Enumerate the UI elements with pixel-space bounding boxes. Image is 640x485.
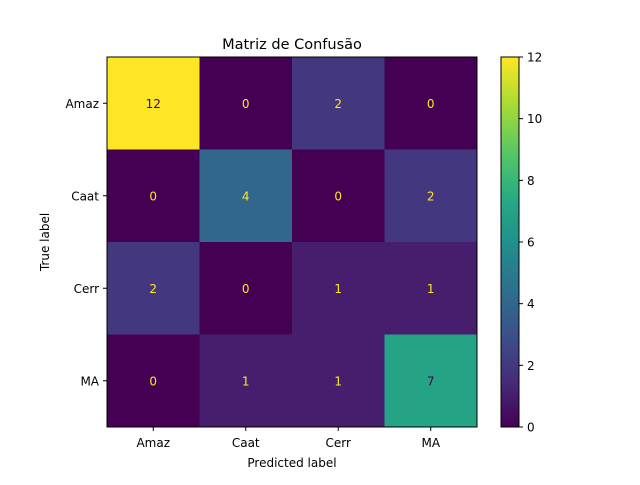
cell-value-label: 1 [334,374,342,388]
x-tick-label: Amaz [136,436,170,450]
colorbar-tick-label: 2 [527,359,535,373]
cell-value-label: 1 [427,282,435,296]
y-tick-label: MA [80,374,99,388]
cell-value-label: 1 [242,374,250,388]
cell-value-label: 2 [427,189,435,203]
plot-frame [106,56,478,428]
cell-value-label: 1 [334,282,342,296]
cell-value-label: 12 [146,97,161,111]
heatmap-cell [107,57,200,150]
y-axis: Amaz Caat Cerr MA [65,97,107,388]
y-tick-label: Caat [71,189,99,203]
colorbar [500,56,520,428]
heatmap-cell [384,57,478,150]
cell-value-label: 0 [334,189,342,203]
heatmap-cell [384,149,478,243]
heatmap-cell-labels: 12 0 2 0 0 4 0 2 2 0 1 1 0 1 1 7 [146,97,435,389]
heatmap-cells [107,57,478,428]
heatmap-cell [199,334,293,428]
chart-title: Matriz de Confusão [222,37,362,53]
heatmap-cell [107,149,200,243]
colorbar-tick-label: 12 [527,51,542,65]
x-tick-label: Caat [232,436,260,450]
colorbar-tick-label: 0 [527,421,535,435]
y-axis-label: True label [38,213,52,272]
cell-value-label: 0 [427,97,435,111]
cell-value-label: 7 [427,374,435,388]
cell-value-label: 4 [242,189,250,203]
cell-value-label: 0 [149,374,157,388]
heatmap-cell [107,242,200,335]
colorbar-tick-label: 6 [527,236,535,250]
heatmap-cell [107,334,200,428]
y-tick-label: Amaz [65,97,99,111]
heatmap-cell [292,334,385,428]
heatmap-cell [384,242,478,335]
heatmap-cell [292,149,385,243]
heatmap-cell [199,149,293,243]
heatmap-cell [292,242,385,335]
cell-value-label: 0 [242,97,250,111]
cell-value-label: 0 [242,282,250,296]
cell-value-label: 0 [149,189,157,203]
x-axis: Amaz Caat Cerr MA [136,427,441,450]
cell-value-label: 2 [149,282,157,296]
colorbar-tick-label: 8 [527,174,535,188]
colorbar-axis: 0 2 4 6 8 10 12 [519,51,542,435]
cell-value-label: 2 [334,97,342,111]
colorbar-tick-label: 4 [527,297,535,311]
heatmap-cell [199,242,293,335]
heatmap-cell [199,57,293,150]
heatmap-cell [292,57,385,150]
y-tick-label: Cerr [74,282,99,296]
x-axis-label: Predicted label [247,456,336,470]
x-tick-label: MA [421,436,440,450]
colorbar-tick-label: 10 [527,112,542,126]
heatmap-cell [384,334,478,428]
x-tick-label: Cerr [326,436,351,450]
